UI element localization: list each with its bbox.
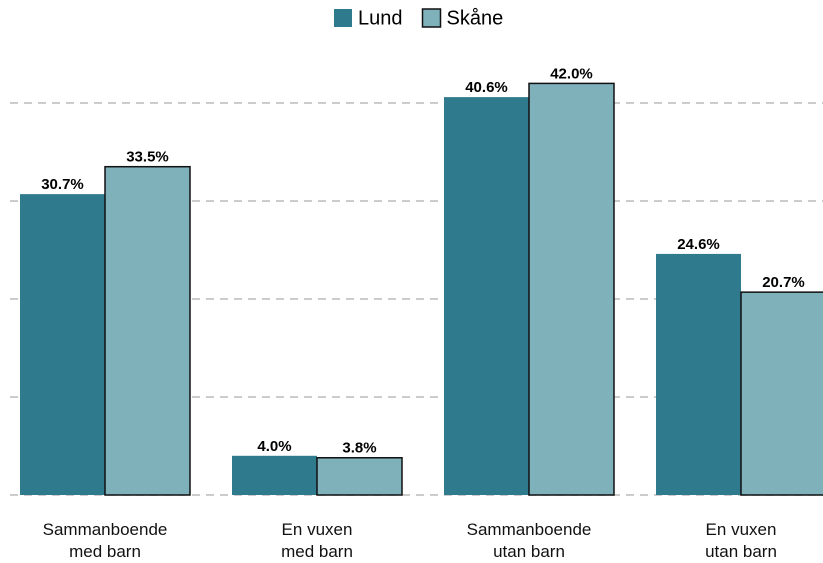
bar [528, 82, 615, 496]
bar [444, 97, 529, 496]
value-label: 20.7% [762, 274, 805, 291]
x-tick-label: En vuxen utan barn [705, 520, 777, 561]
x-tick-label: Sammanboende med barn [42, 520, 168, 561]
x-tick-label: En vuxen med barn [281, 520, 353, 561]
value-label: 40.6% [465, 79, 508, 96]
bar [20, 194, 105, 495]
bar [316, 457, 403, 496]
legend-label: Skåne [447, 7, 504, 29]
value-label: 24.6% [677, 236, 720, 253]
bar [656, 253, 741, 495]
bar [740, 291, 823, 496]
value-label: 3.8% [342, 440, 376, 457]
value-label: 4.0% [257, 438, 291, 455]
bar [232, 455, 317, 495]
legend-label: Lund [358, 7, 403, 29]
value-label: 33.5% [126, 149, 169, 166]
legend-swatch [421, 8, 442, 28]
value-label: 42.0% [550, 65, 593, 82]
value-label: 30.7% [41, 176, 84, 193]
legend-swatch [334, 9, 352, 27]
x-tick-label: Sammanboende utan barn [466, 520, 592, 561]
bar [104, 165, 191, 496]
